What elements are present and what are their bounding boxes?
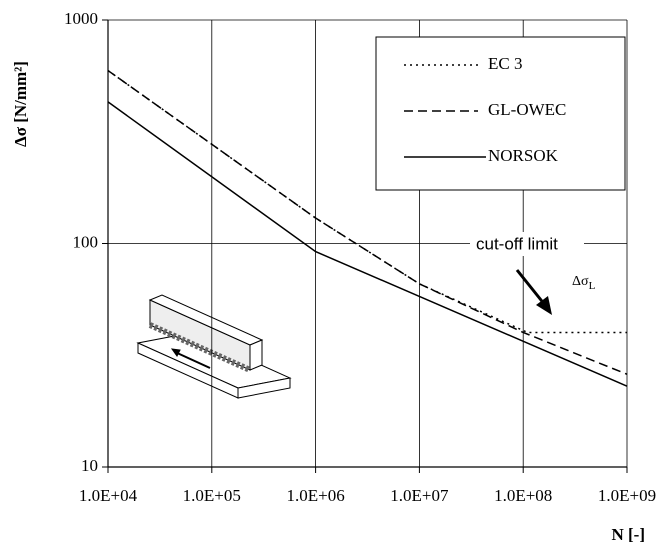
- annotation-symbol: ΔσL: [572, 274, 596, 291]
- weld-detail-illustration: [136, 294, 292, 399]
- series-line: [107, 69, 628, 375]
- y-tick-label: 100: [73, 232, 99, 251]
- annotation-symbol-sub: L: [589, 280, 596, 292]
- y-tick-label: 1000: [64, 9, 98, 28]
- x-tick-label: 1.0E+06: [286, 486, 344, 505]
- annotation-bg: [470, 232, 584, 256]
- x-tick-label: 1.0E+08: [494, 486, 552, 505]
- legend-label: NORSOK: [488, 146, 559, 165]
- annotation-arrowhead: [536, 296, 552, 315]
- y-axis-label: Δσ [N/mm²]: [11, 61, 30, 147]
- series-line: [107, 101, 628, 387]
- legend-label: GL-OWEC: [488, 100, 566, 119]
- y-tick-label: 10: [81, 456, 98, 475]
- legend-box: [375, 36, 626, 191]
- x-tick-label: 1.0E+04: [79, 486, 138, 505]
- legend-label: EC 3: [488, 54, 522, 73]
- annotation-symbol-main: Δσ: [572, 274, 589, 289]
- x-tick-label: 1.0E+07: [390, 486, 449, 505]
- x-axis-label: N [-]: [611, 525, 645, 544]
- annotation: cut-off limit: [476, 234, 558, 253]
- x-tick-label: 1.0E+09: [598, 486, 656, 505]
- x-tick-label: 1.0E+05: [183, 486, 241, 505]
- annotation-arrow: [515, 269, 547, 306]
